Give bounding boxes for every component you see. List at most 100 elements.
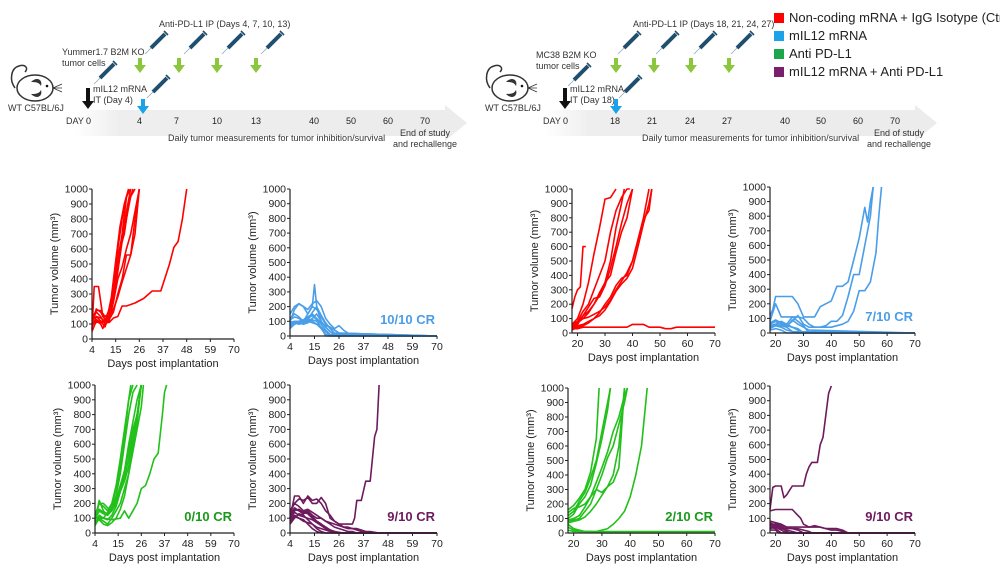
series-line xyxy=(94,384,143,521)
y-tick-label: 600 xyxy=(268,242,286,254)
x-tick-label: 4 xyxy=(89,344,95,356)
syringe-icon xyxy=(566,60,594,93)
legend-label: mIL12 mRNA + Anti PD-L1 xyxy=(789,64,944,79)
x-tick-label: 30 xyxy=(798,338,810,350)
y-tick-label: 0 xyxy=(280,331,286,343)
day-prefix: DAY xyxy=(66,116,84,126)
legend-label: Anti PD-L1 xyxy=(789,46,852,61)
series-line xyxy=(289,305,438,337)
y-tick-label: 400 xyxy=(73,468,91,480)
series-line xyxy=(91,188,141,322)
y-tick-label: 500 xyxy=(748,255,766,267)
y-axis-label: Tumor volume (mm³) xyxy=(727,408,739,510)
anti-pdl1-arrow-icon xyxy=(211,58,223,79)
schematic-left: WT C57BL/6J Yummer1.7 B2M KO tumor cells… xyxy=(0,0,470,150)
chart-mc38-il12: 0 100 200 300 400 500 600 700 800 900 1000 20 30 40 50… xyxy=(727,182,921,365)
x-tick-label: 59 xyxy=(407,341,419,353)
il12-label: mIL12 mRNA IT (Day 18) xyxy=(570,84,624,106)
legend-swatch xyxy=(774,31,784,41)
y-tick-label: 500 xyxy=(73,454,91,466)
x-tick-label: 40 xyxy=(826,338,838,350)
series-line xyxy=(769,316,915,334)
y-tick-label: 900 xyxy=(268,198,286,210)
y-tick-label: 500 xyxy=(546,455,564,467)
series-line xyxy=(94,384,132,522)
x-tick-label: 4 xyxy=(287,538,293,550)
x-axis-label: Days post implantation xyxy=(787,352,898,364)
anti-pdl1-arrow-icon xyxy=(610,58,622,79)
y-tick-label: 600 xyxy=(550,241,568,253)
y-tick-label: 400 xyxy=(70,274,88,286)
y-tick-label: 800 xyxy=(268,409,286,421)
series-line xyxy=(94,384,145,526)
series-line xyxy=(289,313,438,337)
y-tick-label: 700 xyxy=(268,424,286,436)
measure-label: Daily tumor measurements for tumor inhib… xyxy=(168,133,386,143)
syringe-icon xyxy=(616,28,644,61)
y-tick-label: 500 xyxy=(268,257,286,269)
y-tick-label: 800 xyxy=(748,211,766,223)
schematic-right: WT C57BL/6J MC38 B2M KO tumor cells mIL1… xyxy=(470,0,1000,150)
series-line xyxy=(95,384,168,521)
y-tick-label: 500 xyxy=(70,259,88,271)
x-tick-label: 50 xyxy=(654,338,666,350)
series-line xyxy=(567,387,648,533)
anti-pdl1-arrow-icon xyxy=(648,58,660,79)
x-tick-label: 37 xyxy=(358,341,370,353)
y-tick-label: 300 xyxy=(748,483,766,495)
x-tick-label: 40 xyxy=(826,538,838,550)
y-tick-label: 900 xyxy=(748,196,766,208)
end-label-line1: End of study xyxy=(874,128,925,138)
series-line xyxy=(567,529,715,533)
legend-item: Non-coding mRNA + IgG Isotype (Ctrl) xyxy=(774,10,1000,25)
series-line xyxy=(567,387,626,524)
end-label: End of study and rechallenge xyxy=(867,128,931,150)
x-axis-label: Days post implantation xyxy=(107,358,218,370)
x-tick-label: 15 xyxy=(110,344,122,356)
y-tick-label: 300 xyxy=(73,483,91,495)
day-tick: 70 xyxy=(420,116,431,126)
y-tick-label: 0 xyxy=(760,528,766,540)
day-tick: 7 xyxy=(174,116,180,126)
y-axis-label: Tumor volume (mm³) xyxy=(529,210,541,312)
x-axis-label: Days post implantation xyxy=(308,552,419,564)
y-tick-label: 100 xyxy=(748,513,766,525)
antipdl1-label: Anti-PD-L1 IP (Days 4, 7, 10, 13) xyxy=(159,19,291,29)
x-tick-label: 20 xyxy=(572,338,584,350)
x-tick-label: 70 xyxy=(909,338,921,350)
end-label: End of study and rechallenge xyxy=(393,128,457,150)
y-tick-label: 800 xyxy=(748,410,766,422)
day-tick: 0 xyxy=(563,116,569,126)
series-line xyxy=(567,387,629,523)
anti-pdl1-arrow-icon xyxy=(134,58,146,79)
series-line xyxy=(571,188,653,326)
y-tick-label: 200 xyxy=(550,299,568,311)
y-tick-label: 1000 xyxy=(65,184,89,196)
x-tick-label: 20 xyxy=(568,538,580,550)
y-axis-label: Tumor volume (mm³) xyxy=(247,211,259,313)
y-axis-label: Tumor volume (mm³) xyxy=(52,408,64,510)
mouse-icon xyxy=(485,64,538,102)
day0-arrow-icon xyxy=(563,88,567,102)
y-tick-label: 600 xyxy=(73,439,91,451)
end-label-line2: and rechallenge xyxy=(867,139,932,149)
y-tick-label: 900 xyxy=(268,394,286,406)
legend-item: mIL12 mRNA + Anti PD-L1 xyxy=(774,64,943,79)
il12-arrow-icon xyxy=(137,99,149,120)
y-tick-label: 1000 xyxy=(263,380,287,392)
series-line xyxy=(94,384,143,515)
x-tick-label: 26 xyxy=(333,538,345,550)
legend-swatch xyxy=(774,67,784,77)
y-tick-label: 100 xyxy=(268,316,286,328)
x-tick-label: 26 xyxy=(133,344,145,356)
y-tick-label: 1000 xyxy=(545,184,569,196)
cr-annotation: 0/10 CR xyxy=(184,509,232,524)
y-tick-label: 400 xyxy=(268,272,286,284)
series-line xyxy=(572,323,715,330)
day-tick: 50 xyxy=(816,116,827,126)
series-line xyxy=(571,188,634,327)
x-tick-label: 70 xyxy=(909,538,921,550)
y-tick-label: 200 xyxy=(546,499,564,511)
x-axis-label: Days post implantation xyxy=(586,552,697,564)
